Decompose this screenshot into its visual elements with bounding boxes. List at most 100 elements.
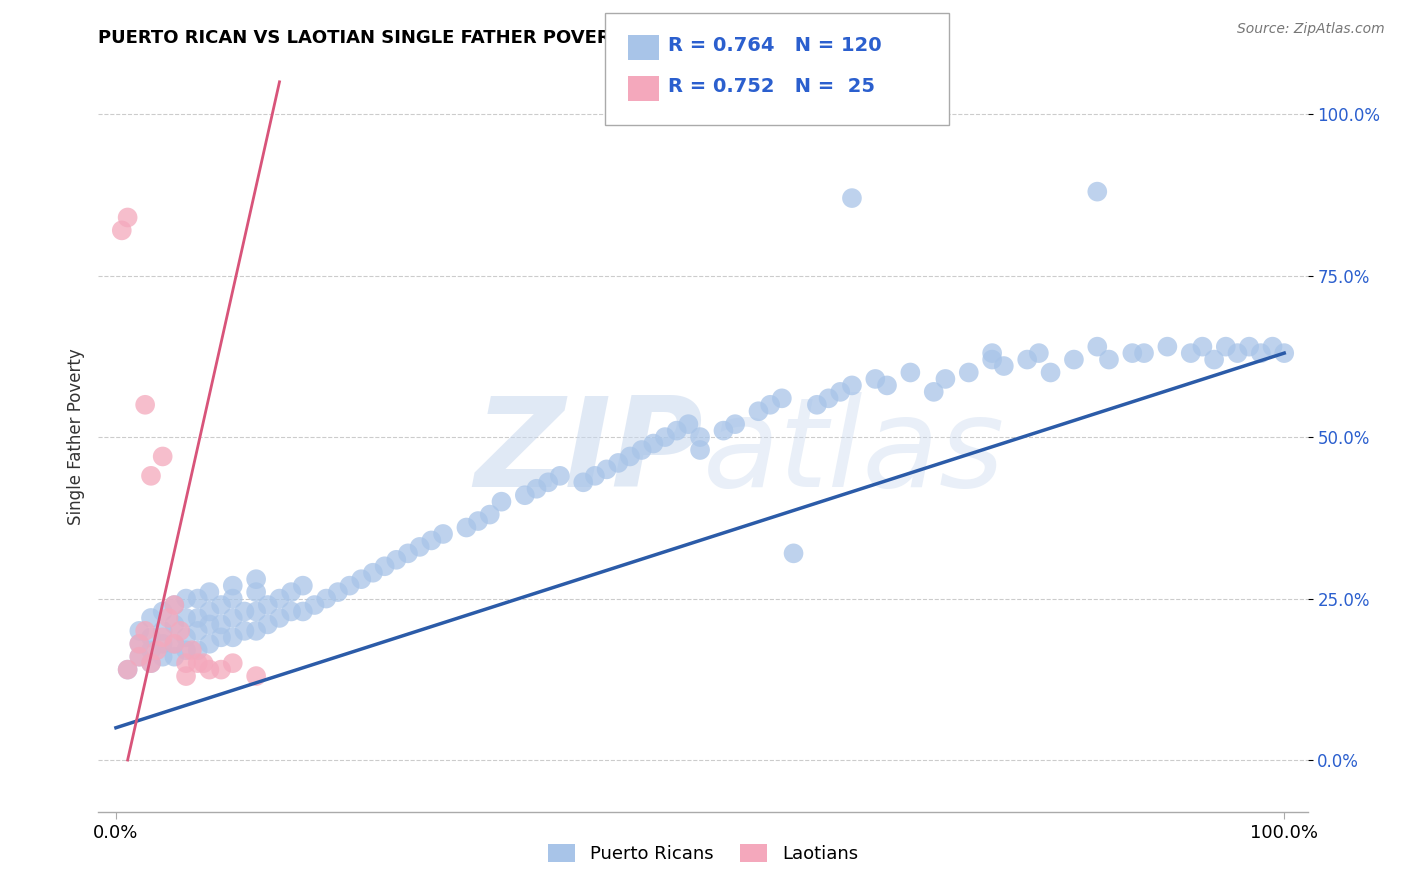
Point: [409, 540, 432, 554]
Point: [245, 572, 267, 586]
Point: [291, 579, 314, 593]
Point: [350, 572, 373, 586]
Y-axis label: Single Father Poverty: Single Father Poverty: [66, 349, 84, 525]
Point: [245, 624, 267, 638]
Legend: Puerto Ricans, Laotians: Puerto Ricans, Laotians: [541, 837, 865, 870]
Point: [456, 520, 478, 534]
Point: [1085, 185, 1108, 199]
Point: [187, 611, 209, 625]
Point: [146, 643, 169, 657]
Point: [841, 378, 863, 392]
Point: [163, 649, 186, 664]
Point: [128, 624, 150, 638]
Point: [198, 585, 221, 599]
Text: PUERTO RICAN VS LAOTIAN SINGLE FATHER POVERTY CORRELATION CHART: PUERTO RICAN VS LAOTIAN SINGLE FATHER PO…: [98, 29, 858, 47]
Point: [152, 630, 174, 644]
Point: [678, 417, 700, 432]
Point: [934, 372, 956, 386]
Point: [770, 392, 793, 406]
Text: R = 0.764   N = 120: R = 0.764 N = 120: [668, 36, 882, 55]
Point: [339, 579, 361, 593]
Point: [1237, 340, 1260, 354]
Point: [139, 468, 162, 483]
Point: [665, 424, 688, 438]
Point: [169, 624, 191, 638]
Point: [713, 424, 735, 438]
Point: [922, 384, 945, 399]
Point: [1204, 352, 1226, 367]
Point: [361, 566, 384, 580]
Point: [654, 430, 676, 444]
Point: [865, 372, 887, 386]
Point: [385, 553, 408, 567]
Point: [1028, 346, 1050, 360]
Point: [782, 546, 804, 560]
Point: [548, 468, 571, 483]
Point: [180, 643, 202, 657]
Point: [163, 598, 186, 612]
Point: [291, 605, 314, 619]
Point: [595, 462, 617, 476]
Point: [280, 585, 302, 599]
Point: [209, 617, 232, 632]
Text: ZIP: ZIP: [474, 392, 703, 513]
Point: [209, 598, 232, 612]
Point: [117, 211, 139, 225]
Point: [1156, 340, 1178, 354]
Text: R = 0.752   N =  25: R = 0.752 N = 25: [668, 77, 875, 96]
Point: [1039, 366, 1062, 380]
Point: [157, 611, 180, 625]
Point: [139, 643, 162, 657]
Point: [152, 450, 174, 464]
Point: [326, 585, 349, 599]
Point: [630, 442, 652, 457]
Point: [128, 649, 150, 664]
Point: [759, 398, 782, 412]
Point: [174, 669, 197, 683]
Point: [134, 398, 156, 412]
Point: [198, 637, 221, 651]
Point: [1180, 346, 1202, 360]
Point: [187, 624, 209, 638]
Point: [163, 598, 186, 612]
Point: [1226, 346, 1249, 360]
Point: [117, 663, 139, 677]
Point: [139, 656, 162, 670]
Point: [187, 591, 209, 606]
Point: [957, 366, 980, 380]
Point: [222, 656, 245, 670]
Point: [619, 450, 641, 464]
Point: [245, 585, 267, 599]
Point: [432, 527, 454, 541]
Point: [478, 508, 501, 522]
Point: [245, 605, 267, 619]
Point: [1085, 340, 1108, 354]
Point: [134, 624, 156, 638]
Point: [269, 591, 291, 606]
Point: [643, 436, 665, 450]
Point: [1191, 340, 1213, 354]
Point: [981, 352, 1004, 367]
Point: [256, 598, 278, 612]
Text: atlas: atlas: [703, 392, 1005, 513]
Point: [139, 630, 162, 644]
Point: [1215, 340, 1237, 354]
Point: [1261, 340, 1284, 354]
Point: [128, 637, 150, 651]
Point: [817, 392, 839, 406]
Point: [174, 643, 197, 657]
Point: [526, 482, 548, 496]
Point: [876, 378, 898, 392]
Point: [233, 624, 256, 638]
Point: [174, 656, 197, 670]
Point: [537, 475, 560, 490]
Point: [374, 559, 396, 574]
Point: [981, 346, 1004, 360]
Point: [841, 191, 863, 205]
Point: [1098, 352, 1121, 367]
Point: [689, 430, 711, 444]
Point: [222, 579, 245, 593]
Point: [139, 656, 162, 670]
Point: [128, 637, 150, 651]
Point: [583, 468, 606, 483]
